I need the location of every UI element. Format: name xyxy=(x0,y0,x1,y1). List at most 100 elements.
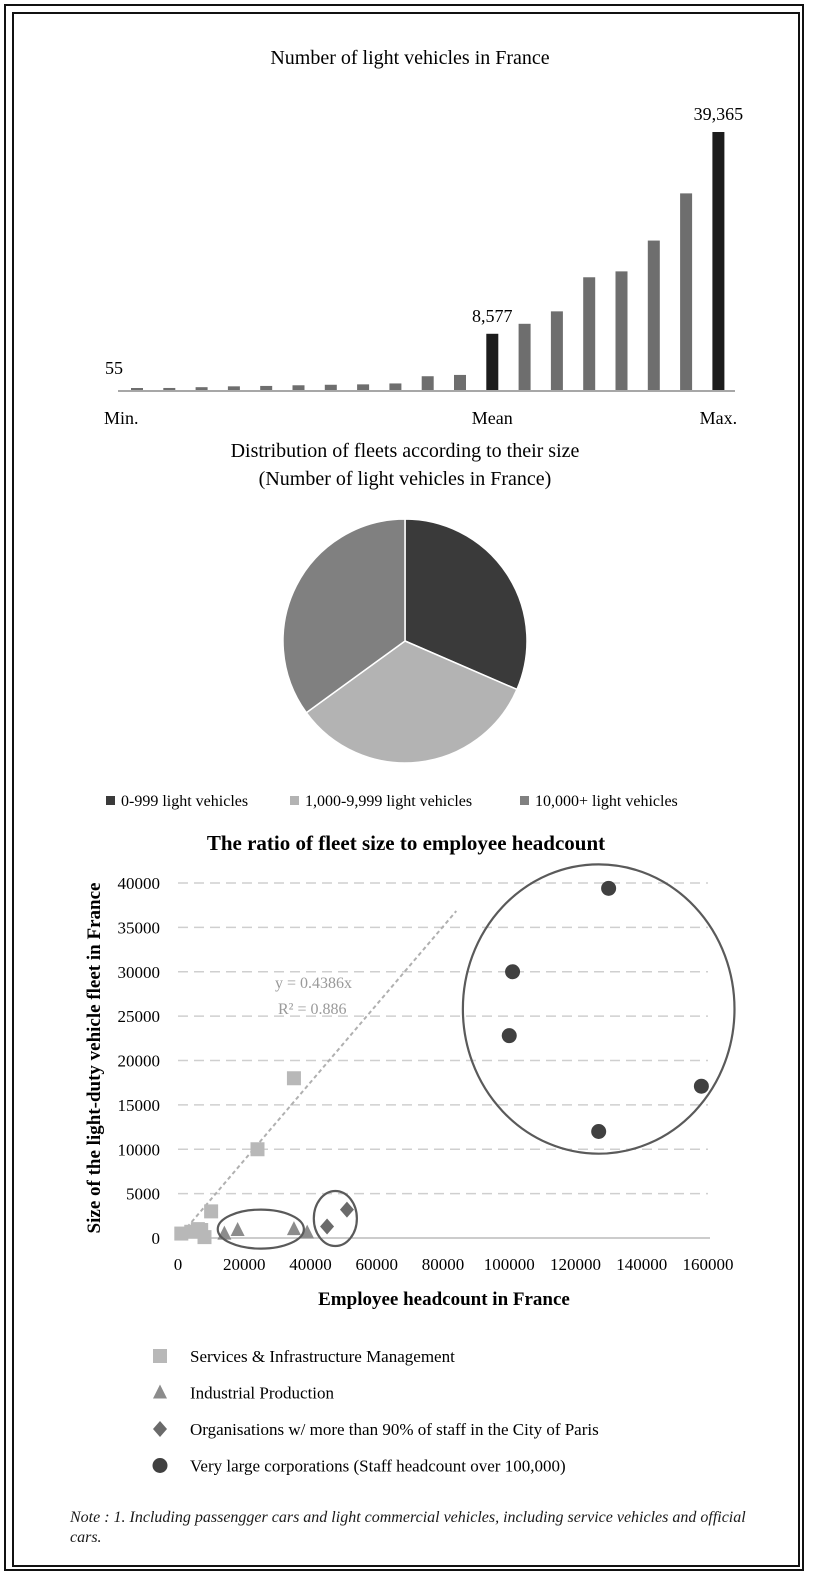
diamond-marker xyxy=(320,1218,335,1235)
bar-axis-label: Min. xyxy=(104,408,139,428)
scatter-legend: Services & Infrastructure Management Indu… xyxy=(152,1347,599,1476)
scatter-annotation-ellipses xyxy=(216,863,736,1250)
x-tick-label: 60000 xyxy=(356,1255,399,1274)
triangle-marker xyxy=(153,1384,167,1399)
circle-marker xyxy=(152,1458,168,1473)
y-tick-label: 35000 xyxy=(118,918,161,937)
x-tick-label: 20000 xyxy=(223,1255,266,1274)
bar xyxy=(712,132,725,390)
bar-axis-label: Max. xyxy=(700,408,738,428)
bar xyxy=(195,387,208,390)
circle-marker xyxy=(591,1124,607,1139)
annotation-ellipse xyxy=(312,1189,358,1248)
scatter-points xyxy=(174,880,709,1245)
scatter-y-axis-title: Size of the light-duty vehicle fleet in … xyxy=(84,883,105,1234)
y-tick-label: 15000 xyxy=(118,1096,161,1115)
square-marker xyxy=(204,1204,219,1219)
y-tick-label: 0 xyxy=(152,1229,161,1248)
x-tick-label: 140000 xyxy=(616,1255,667,1274)
bar xyxy=(550,311,563,390)
scatter-x-axis-title: Employee headcount in France xyxy=(318,1289,570,1310)
scatter-legend-label: Industrial Production xyxy=(190,1384,335,1403)
y-tick-label: 40000 xyxy=(118,874,161,893)
bar-series xyxy=(131,132,725,390)
pie-chart: Distribution of fleets according to thei… xyxy=(106,440,678,810)
pie-slice xyxy=(305,640,518,764)
bar xyxy=(583,277,596,390)
bar xyxy=(615,271,628,390)
bar-value-labels: 55 8,577 39,365 xyxy=(105,104,743,378)
trendline-equation: y = 0.4386x xyxy=(275,975,352,992)
bar-chart: Number of light vehicles in France 55 8,5… xyxy=(104,47,743,428)
square-marker xyxy=(286,1071,301,1086)
circle-marker xyxy=(505,964,521,980)
scatter-legend-label: Services & Infrastructure Management xyxy=(190,1347,455,1366)
x-tick-label: 100000 xyxy=(484,1255,535,1274)
square-marker xyxy=(153,1349,167,1363)
scatter-legend-label: Very large corporations (Staff headcount… xyxy=(190,1457,566,1476)
bar-value-label: 39,365 xyxy=(694,104,744,124)
circle-marker xyxy=(601,880,617,896)
square-marker xyxy=(197,1230,212,1245)
x-tick-label: 120000 xyxy=(550,1255,601,1274)
x-tick-label: 80000 xyxy=(422,1255,465,1274)
square-marker xyxy=(250,1142,265,1157)
bar xyxy=(389,383,402,390)
bar-axis-label: Mean xyxy=(472,408,513,428)
bar xyxy=(518,323,531,390)
pie-legend-swatch xyxy=(106,796,115,805)
scatter-x-tick-labels: 0 20000 40000 60000 80000 100000 120000 140000 1… xyxy=(174,1255,734,1274)
bar-chart-title: Number of light vehicles in France xyxy=(270,47,549,69)
pie-slice xyxy=(404,518,528,691)
x-tick-label: 40000 xyxy=(289,1255,332,1274)
bar-value-label: 55 xyxy=(105,358,123,378)
pie-chart-title: Distribution of fleets according to thei… xyxy=(231,440,580,462)
bar xyxy=(647,240,660,390)
trendline xyxy=(177,910,458,1239)
bar xyxy=(421,376,434,390)
pie-slices xyxy=(282,518,528,764)
bar xyxy=(260,385,273,390)
diamond-marker xyxy=(339,1201,354,1218)
x-tick-label: 160000 xyxy=(683,1255,734,1274)
circle-marker xyxy=(501,1028,517,1044)
y-tick-label: 25000 xyxy=(118,1007,161,1026)
bar xyxy=(131,388,143,390)
y-tick-label: 20000 xyxy=(118,1052,161,1071)
inner-frame xyxy=(12,12,800,1567)
pie-chart-subtitle: (Number of light vehicles in France) xyxy=(259,468,552,490)
bar xyxy=(454,374,466,390)
bar xyxy=(324,384,337,390)
triangle-marker xyxy=(230,1222,245,1237)
annotation-ellipse xyxy=(461,863,736,1155)
bar-value-label: 8,577 xyxy=(472,306,513,326)
y-tick-label: 10000 xyxy=(118,1140,161,1159)
scatter-y-tick-labels: 0 5000 10000 15000 20000 25000 30000 35000 40000 xyxy=(118,874,161,1248)
pie-legend-swatch xyxy=(520,796,529,805)
pie-legend-label: 1,000-9,999 light vehicles xyxy=(305,793,472,810)
x-tick-label: 0 xyxy=(174,1255,183,1274)
bar xyxy=(227,386,240,390)
pie-slice xyxy=(282,518,406,714)
infographic-charts: Number of light vehicles in France 55 8,5… xyxy=(84,47,743,1476)
pie-legend: 0-999 light vehicles 1,000-9,999 light ve… xyxy=(106,793,678,810)
scatter-chart: The ratio of fleet size to employee head… xyxy=(84,831,736,1476)
diamond-marker xyxy=(153,1421,167,1437)
pie-legend-label: 0-999 light vehicles xyxy=(121,793,248,810)
bar xyxy=(163,387,176,390)
outer-frame xyxy=(4,4,804,1571)
triangle-marker xyxy=(300,1224,315,1239)
bar-axis-labels: Min. Mean Max. xyxy=(104,408,737,428)
bar xyxy=(680,193,693,390)
triangle-marker xyxy=(286,1221,301,1236)
bar xyxy=(357,384,370,390)
y-tick-label: 30000 xyxy=(118,963,161,982)
footnote: Note : 1. Including passengger cars and … xyxy=(70,1509,746,1546)
scatter-legend-label: Organisations w/ more than 90% of staff … xyxy=(190,1420,599,1439)
y-tick-label: 5000 xyxy=(126,1185,160,1204)
bar xyxy=(486,333,499,390)
trendline-r-squared: R² = 0.886 xyxy=(278,1001,347,1018)
scatter-chart-title: The ratio of fleet size to employee head… xyxy=(207,831,605,855)
bar xyxy=(292,385,305,390)
pie-legend-label: 10,000+ light vehicles xyxy=(535,793,678,810)
